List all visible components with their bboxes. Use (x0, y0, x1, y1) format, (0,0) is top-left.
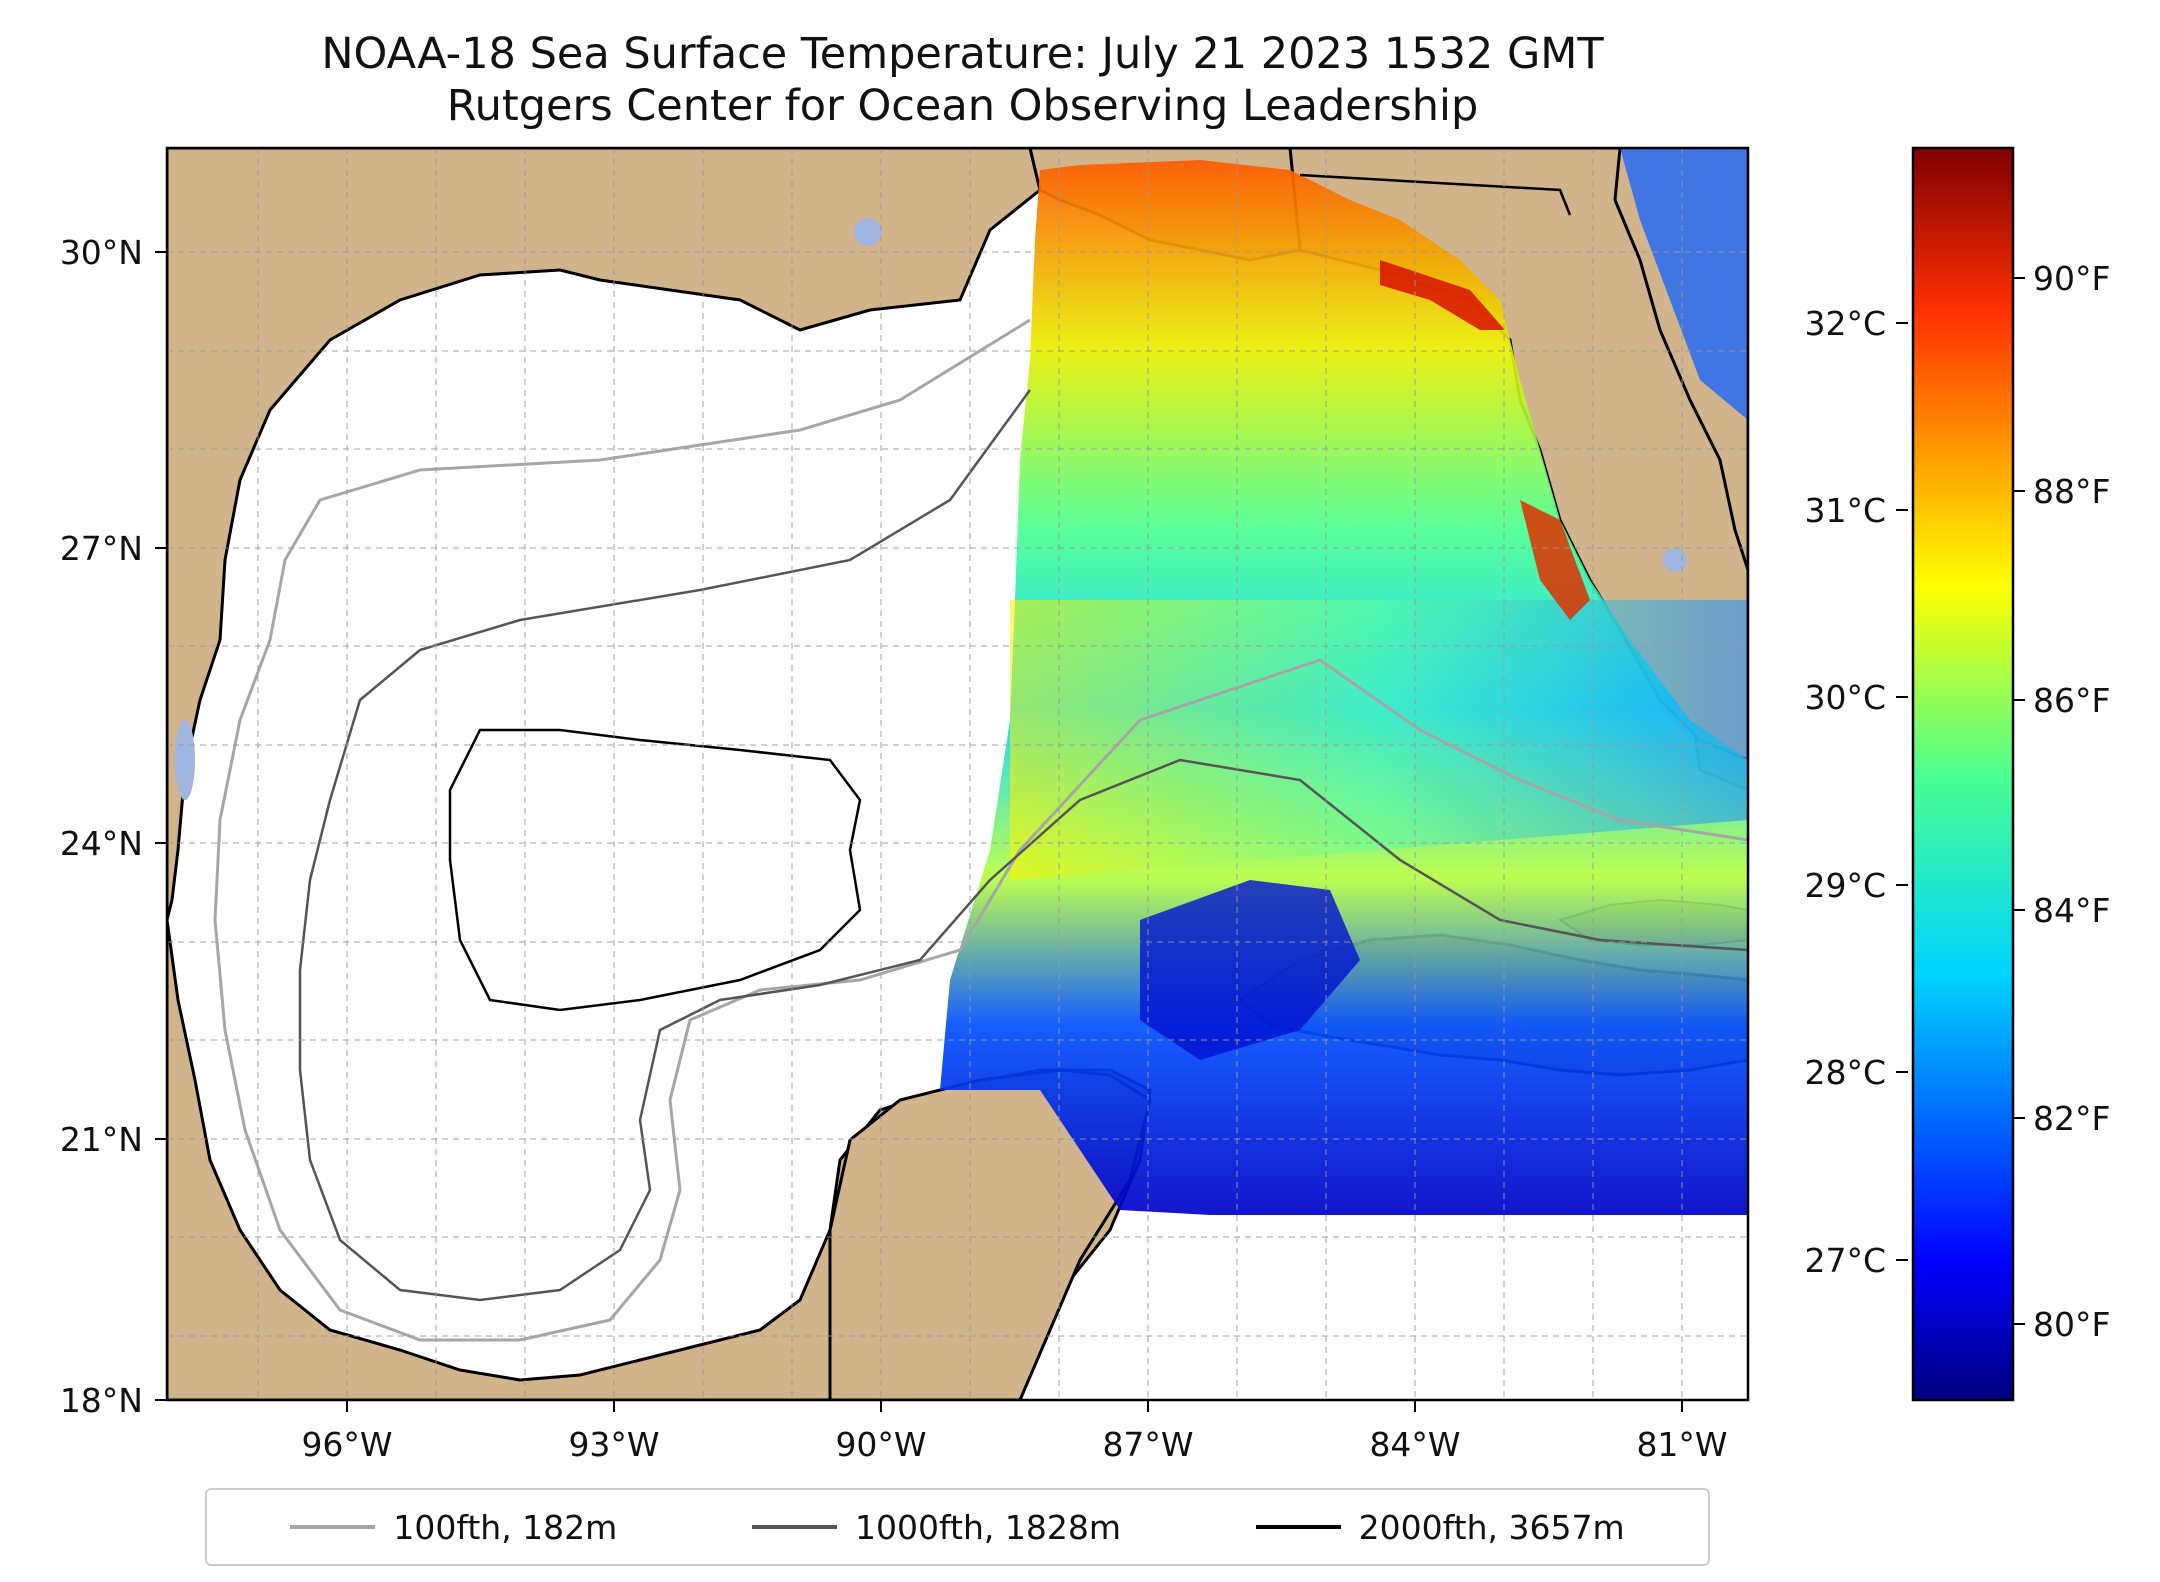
celsius-tick-29: 29°C (1804, 866, 1886, 905)
fahrenheit-tick-88: 88°F (2033, 472, 2110, 511)
colorbar (1911, 146, 2015, 1402)
legend-label-2000fth: 2000fth, 3657m (1358, 1507, 1625, 1547)
legend-swatch-1000fth (752, 1525, 837, 1529)
sst-warm-band (1010, 600, 1748, 880)
legend-item-2000fth: 2000fth, 3657m (1255, 1507, 1625, 1547)
lat-tick-30: 30°N (60, 233, 143, 272)
celsius-tick-28: 28°C (1804, 1053, 1886, 1092)
chart-title: NOAA-18 Sea Surface Temperature: July 21… (0, 28, 1925, 132)
contour-1000fth (298, 389, 1748, 1302)
fahrenheit-tick-84: 84°F (2033, 891, 2110, 930)
lake-okeechobee (1663, 548, 1687, 572)
lat-tick-24: 24°N (60, 824, 143, 863)
lon-tick-84: 84°W (1369, 1425, 1460, 1464)
legend-item-1000fth: 1000fth, 1828m (752, 1508, 1121, 1547)
fahrenheit-axis: 90°F 88°F 86°F 84°F 82°F 80°F (2013, 259, 2110, 1344)
celsius-tick-32: 32°C (1804, 304, 1886, 343)
lake-pontchartrain (854, 218, 882, 246)
state-border (1299, 173, 1572, 216)
lon-tick-96: 96°W (301, 1425, 392, 1464)
fahrenheit-tick-86: 86°F (2033, 681, 2110, 720)
celsius-tick-31: 31°C (1804, 491, 1886, 530)
lon-tick-90: 90°W (835, 1425, 926, 1464)
title-line-1: NOAA-18 Sea Surface Temperature: July 21… (321, 29, 1604, 79)
fahrenheit-tick-90: 90°F (2033, 259, 2110, 298)
legend-label-1000fth: 1000fth, 1828m (855, 1507, 1121, 1547)
celsius-axis: 32°C 31°C 30°C 29°C 28°C 27°C (1804, 304, 1908, 1280)
title-line-2: Rutgers Center for Ocean Observing Leade… (446, 81, 1479, 131)
lat-tick-27: 27°N (60, 529, 143, 568)
lon-tick-81: 81°W (1636, 1425, 1727, 1464)
fahrenheit-tick-82: 82°F (2033, 1099, 2110, 1138)
contour-100fth (213, 318, 1748, 1342)
lon-tick-87: 87°W (1102, 1425, 1193, 1464)
lake-texas (175, 720, 195, 800)
legend-item-100fth: 100fth, 182m (290, 1508, 617, 1547)
contour-2000fth (448, 728, 862, 1012)
lat-tick-18: 18°N (60, 1381, 143, 1420)
map-border (165, 146, 1750, 1402)
legend-swatch-2000fth (1255, 1525, 1341, 1529)
lat-axis: 30°N 27°N 24°N 21°N 18°N (60, 233, 167, 1420)
legend: 100fth, 182m 1000fth, 1828m 2000fth, 365… (205, 1488, 1710, 1566)
lon-axis: 96°W 93°W 90°W 87°W 84°W 81°W (301, 1400, 1728, 1464)
sst-cool-east (1620, 148, 1748, 420)
legend-label-100fth: 100fth, 182m (393, 1507, 618, 1547)
lat-tick-21: 21°N (60, 1120, 143, 1159)
sst-hot-florida (1520, 500, 1590, 620)
sst-cool-patch (1140, 880, 1360, 1060)
sst-hot-coast (1380, 260, 1505, 330)
celsius-tick-27: 27°C (1804, 1241, 1886, 1280)
fahrenheit-tick-80: 80°F (2033, 1305, 2110, 1344)
lon-tick-93: 93°W (568, 1425, 659, 1464)
celsius-tick-30: 30°C (1804, 678, 1886, 717)
legend-swatch-100fth (290, 1525, 376, 1529)
